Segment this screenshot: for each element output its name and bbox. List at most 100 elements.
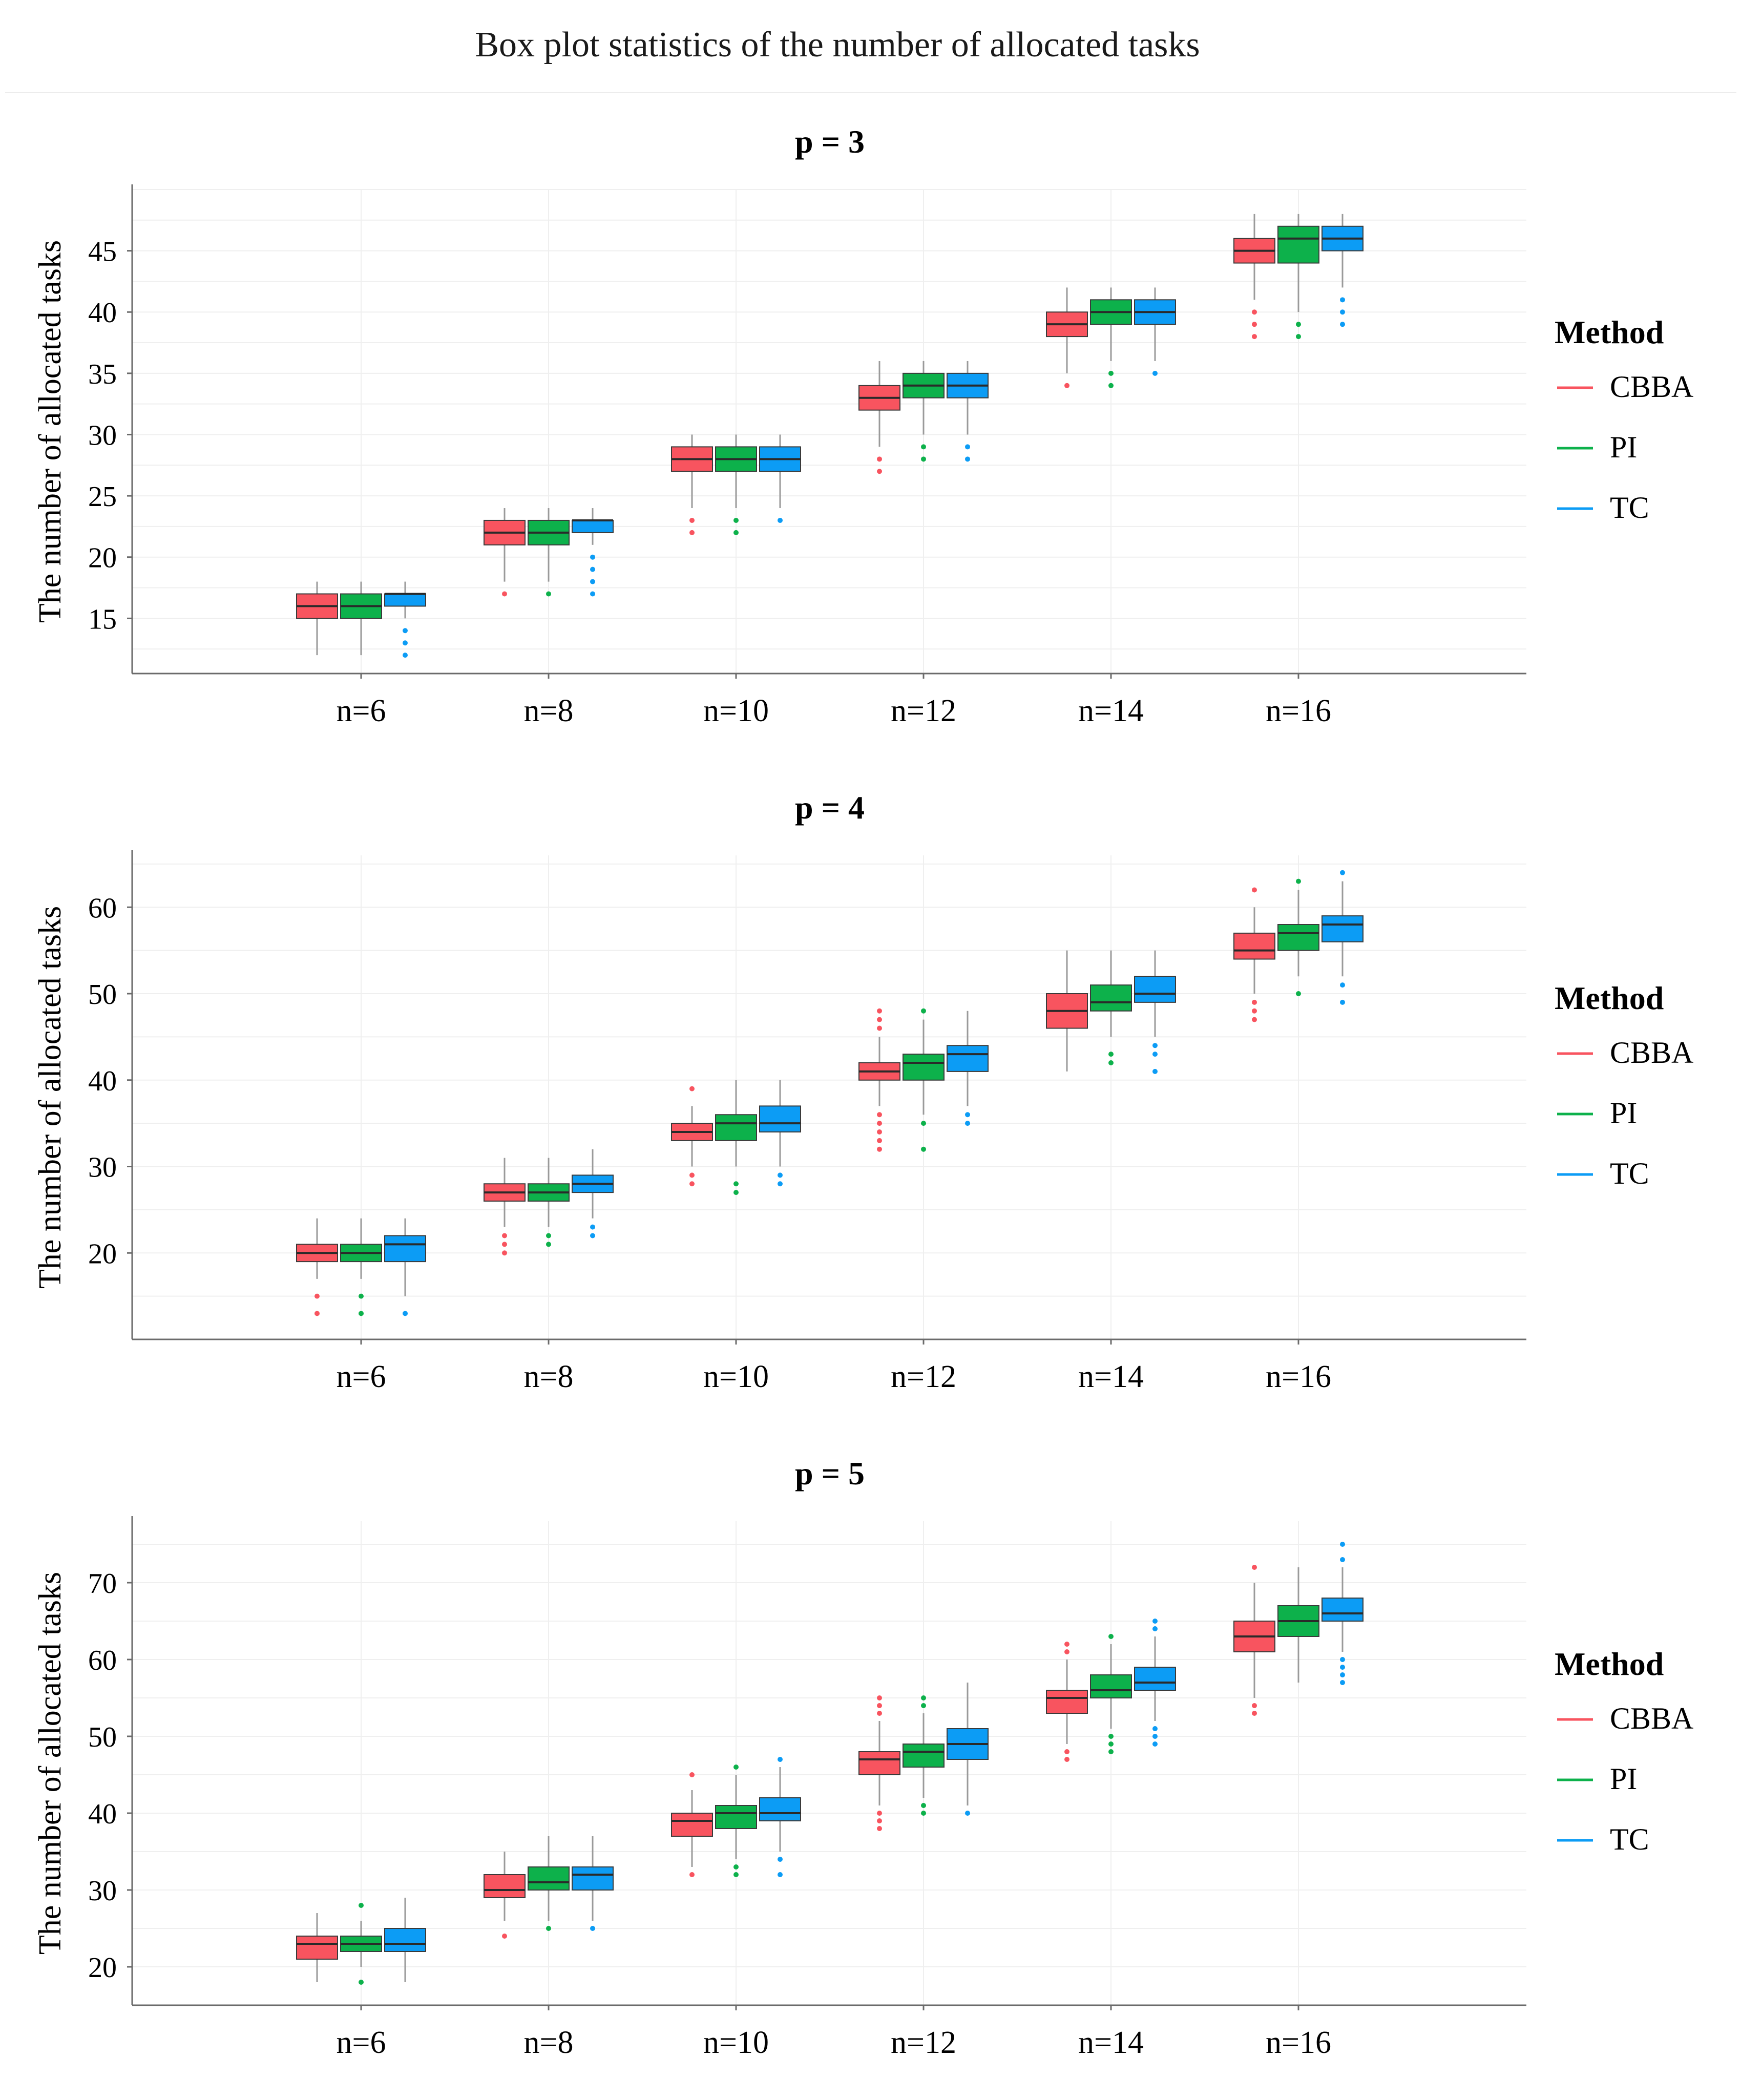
box-iqr <box>528 1866 570 1891</box>
outlier-point <box>877 1129 882 1135</box>
outlier-point <box>689 1172 695 1178</box>
legend-label-pi: PI <box>1610 1096 1637 1130</box>
legend-title: Method <box>1555 314 1664 350</box>
box-pi-n=16 <box>1277 214 1319 340</box>
box-iqr <box>903 1744 945 1768</box>
outlier-point <box>877 1025 882 1031</box>
outlier-point <box>502 1250 507 1256</box>
legend-label-pi: PI <box>1610 1762 1637 1796</box>
outlier-point <box>1064 1642 1069 1647</box>
x-tick-label: n=8 <box>524 2025 574 2060</box>
box-iqr <box>1277 924 1319 951</box>
box-iqr <box>484 1874 526 1898</box>
legend-title: Method <box>1555 1646 1664 1682</box>
outlier-point <box>965 1811 970 1816</box>
box-iqr <box>671 1813 713 1837</box>
outlier-point <box>1108 1052 1114 1057</box>
box-tc-n=14 <box>1134 1619 1176 1747</box>
box-tc-n=6 <box>384 1218 426 1316</box>
outlier-point <box>546 1926 551 1931</box>
legend-label-cbba: CBBA <box>1610 1036 1693 1069</box>
outlier-point <box>733 1190 739 1195</box>
box-pi-n=10 <box>715 1080 757 1195</box>
outlier-point <box>590 1224 595 1230</box>
box-pi-n=16 <box>1277 878 1319 996</box>
y-tick-label: 30 <box>88 1152 117 1184</box>
outlier-point <box>1108 370 1114 376</box>
box-pi-n=6 <box>340 1903 382 1985</box>
box-pi-n=10 <box>715 1765 757 1877</box>
box-cbba-n=12 <box>858 1008 900 1152</box>
outlier-point <box>877 1811 882 1816</box>
box-iqr <box>1046 1690 1088 1714</box>
outlier-point <box>1252 334 1257 340</box>
outlier-point <box>1064 1749 1069 1754</box>
box-tc-n=14 <box>1134 287 1176 376</box>
legend-label-cbba: CBBA <box>1610 370 1693 404</box>
outlier-point <box>1108 1634 1114 1639</box>
outlier-point <box>877 1138 882 1143</box>
outlier-point <box>1064 1649 1069 1654</box>
y-tick-label: 40 <box>88 297 117 329</box>
box-tc-n=12 <box>947 361 989 462</box>
outlier-point <box>1252 322 1257 327</box>
x-tick-label: n=14 <box>1078 694 1144 728</box>
box-iqr <box>1322 915 1364 942</box>
outlier-point <box>1340 1672 1345 1677</box>
outlier-point <box>778 1857 783 1862</box>
outlier-point <box>877 1008 882 1014</box>
outlier-point <box>1340 1665 1345 1670</box>
y-tick-label: 35 <box>88 359 117 390</box>
legend-label-pi: PI <box>1610 430 1637 464</box>
x-tick-label: n=6 <box>337 1359 386 1394</box>
outlier-point <box>921 1008 926 1014</box>
outlier-point <box>1340 309 1345 315</box>
box-iqr <box>715 1805 757 1829</box>
panel-title: p = 3 <box>795 123 865 160</box>
box-tc-n=8 <box>572 1149 614 1238</box>
outlier-point <box>877 1121 882 1126</box>
box-pi-n=8 <box>528 1158 570 1247</box>
x-tick-label: n=6 <box>337 694 386 728</box>
box-iqr <box>903 1054 945 1081</box>
legend-label-tc: TC <box>1610 1822 1649 1856</box>
box-cbba-n=14 <box>1046 950 1088 1072</box>
outlier-point <box>359 1903 364 1908</box>
outlier-point <box>1296 991 1301 996</box>
outlier-point <box>921 1803 926 1808</box>
outlier-point <box>1152 1068 1158 1074</box>
outlier-point <box>1064 1757 1069 1762</box>
box-pi-n=16 <box>1277 1567 1319 1683</box>
y-tick-label: 60 <box>88 1645 117 1676</box>
outlier-point <box>359 1980 364 1985</box>
y-tick-label: 30 <box>88 1875 117 1907</box>
outlier-point <box>733 1872 739 1877</box>
outlier-point <box>1252 1008 1257 1014</box>
box-cbba-n=10 <box>671 1772 713 1877</box>
box-tc-n=10 <box>759 1080 801 1187</box>
box-tc-n=12 <box>947 1683 989 1816</box>
outlier-point <box>733 1181 739 1187</box>
outlier-point <box>590 591 595 597</box>
outlier-point <box>1252 999 1257 1005</box>
outlier-point <box>1152 1726 1158 1731</box>
box-iqr <box>1322 1598 1364 1622</box>
outlier-point <box>965 1112 970 1118</box>
outlier-point <box>877 1017 882 1022</box>
outlier-point <box>778 517 783 523</box>
outlier-point <box>877 1703 882 1708</box>
outlier-point <box>314 1293 320 1299</box>
x-tick-label: n=16 <box>1266 1359 1331 1394</box>
outlier-point <box>1252 1565 1257 1570</box>
y-tick-label: 45 <box>88 236 117 268</box>
box-cbba-n=8 <box>484 508 526 597</box>
legend-label-tc: TC <box>1610 1157 1649 1190</box>
y-tick-label: 20 <box>88 1238 117 1270</box>
outlier-point <box>1296 322 1301 327</box>
outlier-point <box>403 1311 408 1316</box>
legend-title: Method <box>1555 980 1664 1016</box>
outlier-point <box>1152 370 1158 376</box>
outlier-point <box>778 1872 783 1877</box>
x-tick-label: n=12 <box>891 2025 956 2060</box>
outlier-point <box>1340 870 1345 875</box>
